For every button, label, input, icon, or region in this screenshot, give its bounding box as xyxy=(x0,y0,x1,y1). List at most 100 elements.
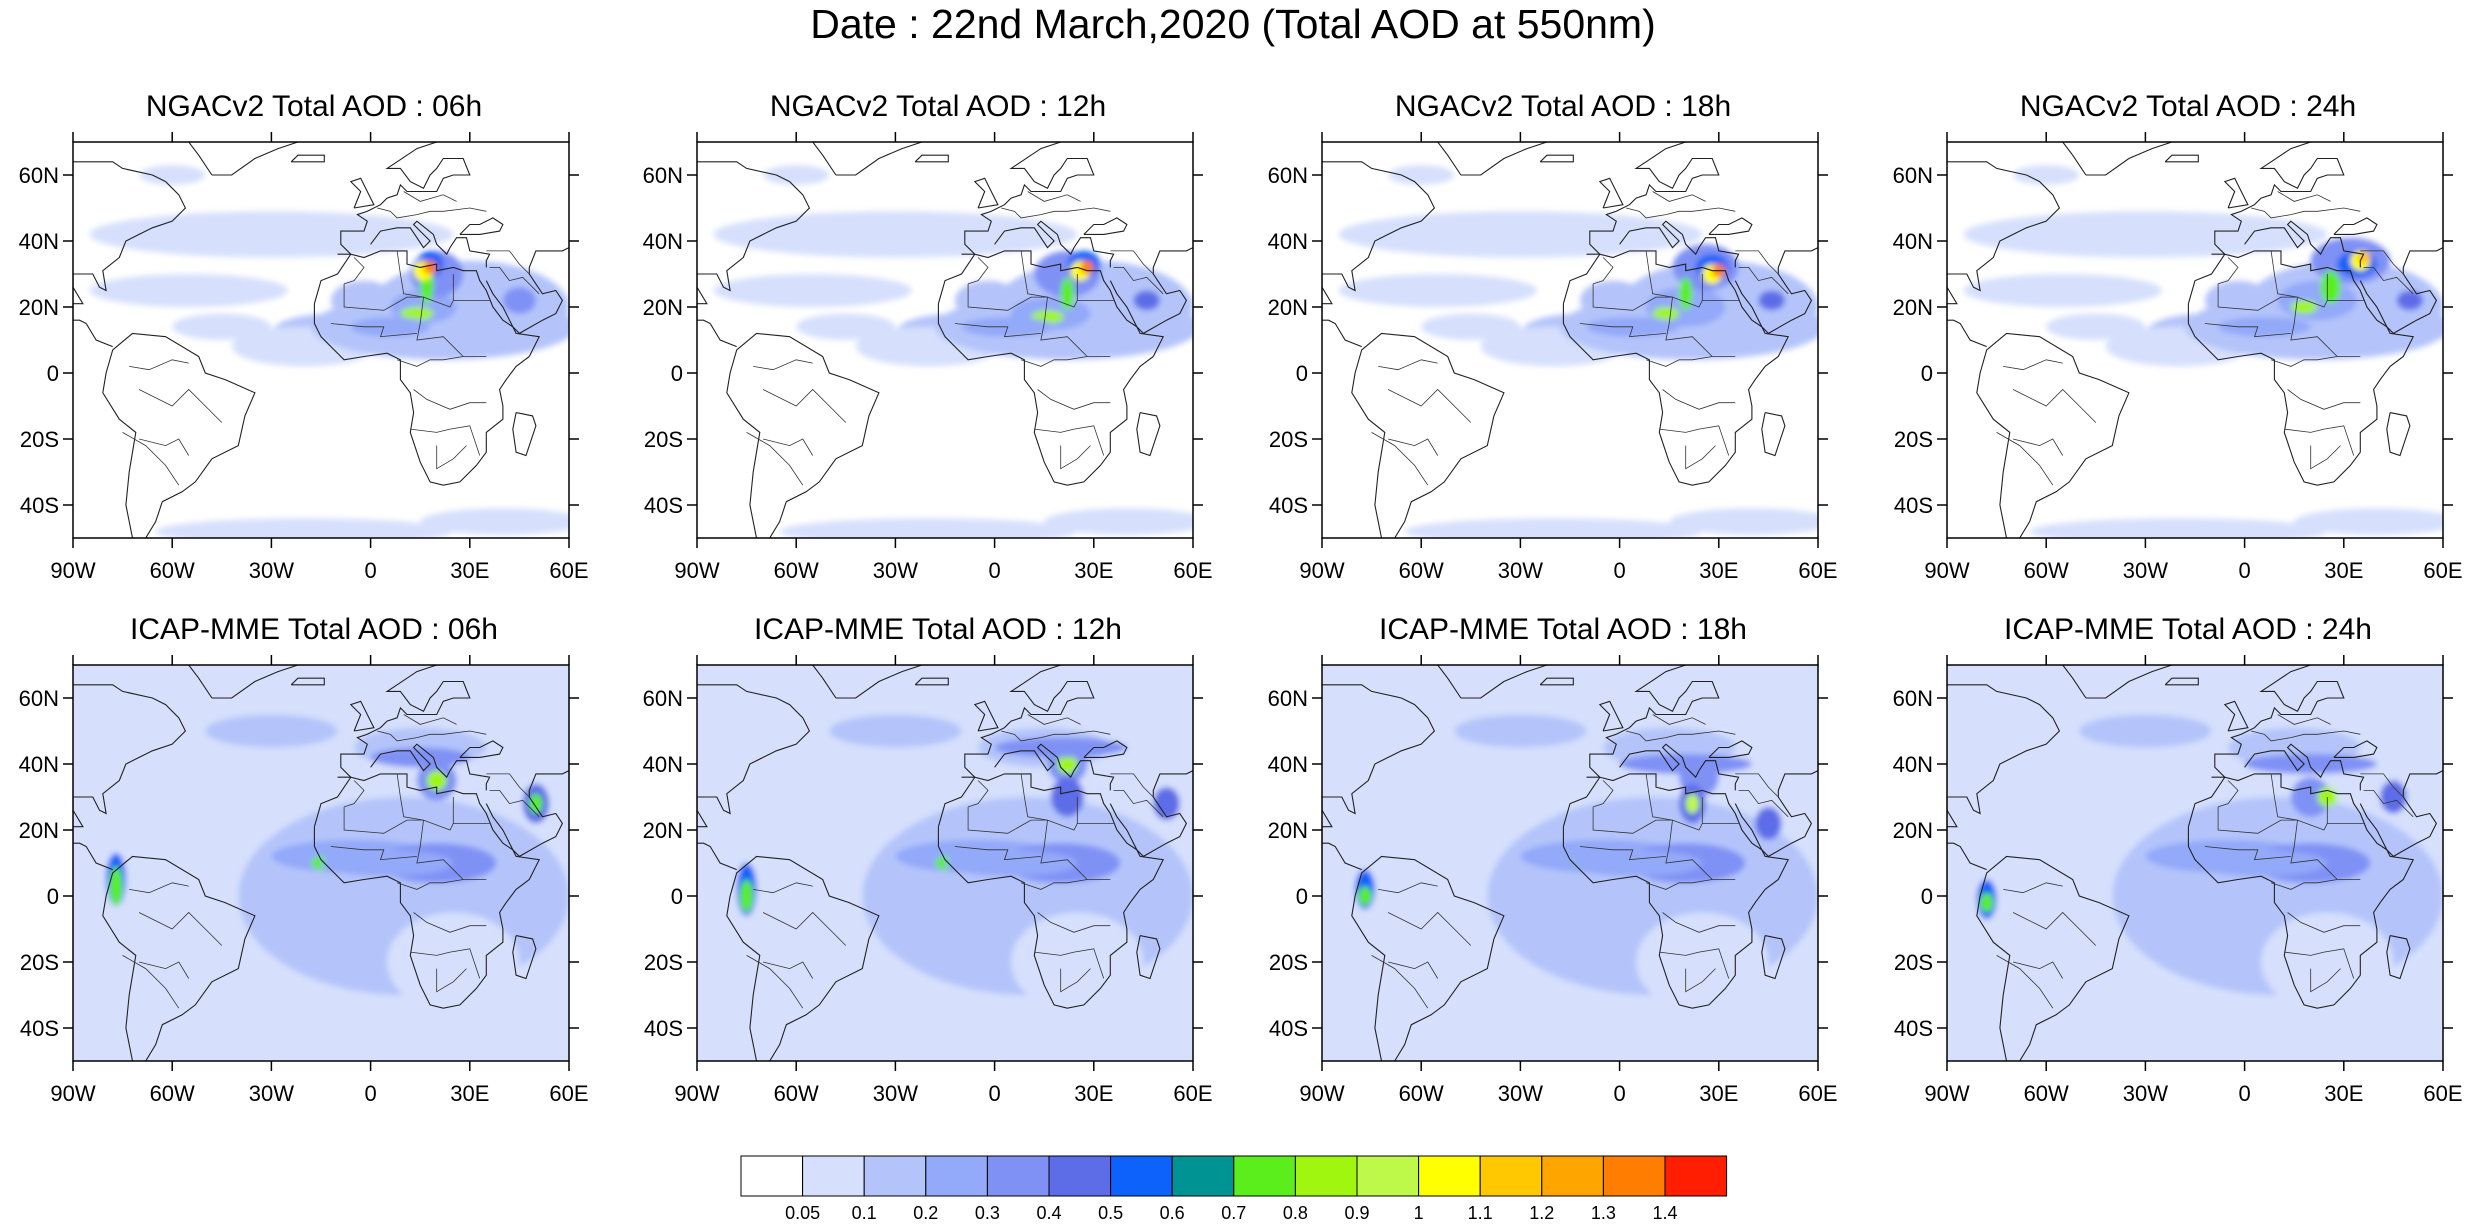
colorbar-swatch-0 xyxy=(740,1155,804,1197)
colorbar-label: 0.8 xyxy=(1282,1203,1308,1223)
colorbar-label: 0.9 xyxy=(1344,1203,1370,1223)
colorbar-label: 0.05 xyxy=(785,1203,821,1223)
border-15 xyxy=(1027,191,1081,202)
border-1 xyxy=(967,257,989,285)
lat-tick-label: 20N xyxy=(19,295,59,320)
coastline-10 xyxy=(2333,217,2378,235)
map-panel-7: ICAP-MME Total AOD : 18h 60N 40N 20N 0 20S 40S… xyxy=(1249,613,1849,1153)
map-frame xyxy=(696,664,1194,1062)
coastline-1 xyxy=(1322,684,1436,871)
colorbar-label: 0.1 xyxy=(851,1203,877,1223)
coastline-8 xyxy=(512,412,537,457)
coastline-7 xyxy=(1619,220,1740,268)
aod-field-7-dust-7 xyxy=(2244,754,2377,774)
border-9 xyxy=(436,445,467,470)
aod-field-0-dust-7 xyxy=(502,287,536,314)
border-16 xyxy=(1735,250,1779,275)
border-14 xyxy=(1001,730,1111,742)
border-2 xyxy=(1020,773,1048,821)
map-panel-3: NGACv2 Total AOD : 18h 60N 40N 20N 0 20S 40S 90… xyxy=(1249,90,1849,630)
border-7 xyxy=(2287,912,2361,933)
border-7 xyxy=(1662,389,1736,410)
aod-field xyxy=(697,142,1193,538)
colorbar-label: 1 xyxy=(1413,1203,1424,1223)
coastline-6 xyxy=(1562,250,1790,486)
border-11 xyxy=(138,388,223,423)
panel-title: NGACv2 Total AOD : 24h xyxy=(2019,90,2357,123)
figure-title: Date : 22nd March,2020 (Total AOD at 550… xyxy=(810,1,1656,47)
border-9 xyxy=(2310,445,2341,470)
coastline-3 xyxy=(290,154,325,163)
border-19 xyxy=(608,267,674,287)
lon-tick-label: 60W xyxy=(1399,558,1444,583)
border-5 xyxy=(1579,323,1666,338)
border-17 xyxy=(1738,266,1789,295)
lon-tick-label: 30E xyxy=(450,1081,489,1106)
aod-field-5-bg-7 xyxy=(746,985,846,1038)
aod-field-2-bg-0 xyxy=(1338,211,1703,258)
border-6 xyxy=(1645,879,1713,890)
colorbar-swatch-10 xyxy=(1356,1155,1420,1197)
aod-field-0-dust-4 xyxy=(400,307,434,321)
aod-field-1-bg-0 xyxy=(713,211,1078,258)
coastline-0 xyxy=(1976,332,2130,538)
lat-tick-label: 20N xyxy=(1893,295,1933,320)
coastline-4 xyxy=(337,142,471,255)
border-2 xyxy=(1645,773,1673,821)
border-2 xyxy=(2270,250,2298,298)
lat-tick-label: 40S xyxy=(644,1016,683,1041)
aod-field-0-bg-8 xyxy=(139,165,206,185)
map-frame xyxy=(1946,141,2444,539)
aod-field-2-dust-3 xyxy=(1679,277,1693,311)
coastline-5 xyxy=(349,700,375,732)
aod-field-4-dust-2 xyxy=(109,866,123,906)
aod-field-7-bg-3 xyxy=(2079,714,2212,748)
aod-field-6-dust-6 xyxy=(1755,806,1782,840)
lon-tick-label: 30W xyxy=(873,558,918,583)
lon-tick-label: 30W xyxy=(1498,1081,1543,1106)
lat-tick-label: 20N xyxy=(1268,818,1308,843)
lon-tick-label: 30W xyxy=(1498,558,1543,583)
lon-tick-label: 60W xyxy=(150,1081,195,1106)
border-10 xyxy=(139,961,190,979)
border-5 xyxy=(330,323,417,338)
aod-field-4-bg-3 xyxy=(205,714,338,748)
coastline-2 xyxy=(2062,142,2173,176)
lat-tick-label: 20N xyxy=(1268,295,1308,320)
lat-tick-label: 60N xyxy=(1893,163,1933,188)
border-12 xyxy=(129,359,189,371)
border-1 xyxy=(2217,257,2239,285)
border-16 xyxy=(1735,773,1779,798)
country-borders xyxy=(122,714,540,1009)
aod-field-6-dust-4 xyxy=(1685,793,1699,814)
map-panel-2: NGACv2 Total AOD : 12h 60N 40N 20N 0 20S 40S 90… xyxy=(624,90,1224,630)
aod-field-3-bg-8 xyxy=(2013,165,2080,185)
coastline-7 xyxy=(2244,743,2365,791)
border-7 xyxy=(1037,389,1111,410)
border-17 xyxy=(1113,266,1164,295)
lon-tick-label: 90W xyxy=(1924,558,1969,583)
border-2 xyxy=(1645,250,1673,298)
lat-tick-label: 40S xyxy=(644,493,683,518)
border-12 xyxy=(753,359,813,371)
coastline-4 xyxy=(961,665,1095,778)
coastline-4 xyxy=(2211,665,2345,778)
coastline-7 xyxy=(994,220,1115,268)
map-panel-8: ICAP-MME Total AOD : 24h 60N 40N 20N 0 20S 40S… xyxy=(1874,613,2466,1153)
map-frame xyxy=(696,141,1194,539)
aod-field-3-bg-0 xyxy=(1963,211,2328,258)
border-13 xyxy=(746,432,804,486)
border-10 xyxy=(763,438,814,456)
border-0 xyxy=(343,274,454,311)
lat-tick-label: 40N xyxy=(643,229,683,254)
aod-field-1-bg-8 xyxy=(763,165,830,185)
coastline-9 xyxy=(1109,247,1193,335)
aod-field-0-bg-1 xyxy=(89,274,288,307)
border-19 xyxy=(0,267,50,287)
colorbar-swatch-5 xyxy=(1048,1155,1112,1197)
lat-tick-label: 0 xyxy=(47,884,59,909)
colorbar-label: 1.3 xyxy=(1590,1203,1616,1223)
border-1 xyxy=(2217,780,2239,808)
border-10 xyxy=(1388,438,1439,456)
border-2 xyxy=(1020,250,1048,298)
